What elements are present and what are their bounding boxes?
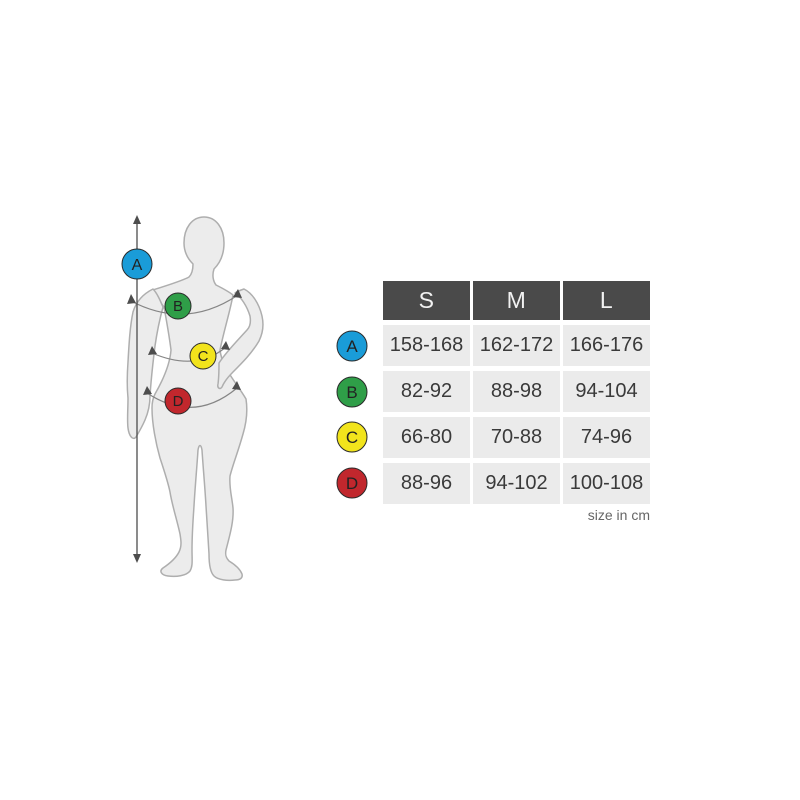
- body-marker-c-letter: C: [198, 348, 209, 365]
- waist-arc-arrow-right-icon: [221, 341, 230, 350]
- cell-waist-s: 66-80: [383, 417, 470, 458]
- body-marker-b: [164, 292, 192, 320]
- body-marker-d: [164, 387, 192, 415]
- cell-height-m: 162-172: [473, 325, 560, 366]
- body-marker-a-letter: A: [132, 257, 143, 274]
- legend-marker-d-letter: D: [346, 474, 358, 493]
- legend-marker-b: [336, 376, 368, 408]
- hip-arc: [146, 387, 238, 408]
- size-table: S M L 158-168 162-172 166-176 82-92 88-9…: [383, 281, 650, 504]
- column-header-m: M: [473, 281, 560, 320]
- body-marker-d-letter: D: [173, 393, 184, 410]
- body-marker-letters: A B C D: [132, 257, 209, 410]
- legend-markers: [336, 330, 368, 499]
- body-marker-a: [121, 248, 153, 280]
- arc-arrowheads: [127, 289, 242, 395]
- legend-marker-a: [336, 330, 368, 362]
- body-marker-b-letter: B: [173, 298, 183, 315]
- legend-marker-c-letter: C: [346, 428, 358, 447]
- height-arrow-top-icon: [133, 215, 141, 224]
- bust-arc-arrow-left-icon: [127, 294, 136, 304]
- height-arrow-bottom-icon: [133, 554, 141, 563]
- body-markers: [121, 248, 217, 415]
- legend-marker-c: [336, 421, 368, 453]
- waist-arc-arrow-left-icon: [148, 346, 157, 355]
- cell-height-l: 166-176: [563, 325, 650, 366]
- hip-arc-arrow-left-icon: [143, 386, 152, 395]
- column-header-s: S: [383, 281, 470, 320]
- legend-marker-letters: A B C D: [346, 337, 358, 493]
- body-marker-c: [189, 342, 217, 370]
- cell-bust-s: 82-92: [383, 371, 470, 412]
- legend-marker-b-letter: B: [346, 383, 357, 402]
- body-right-arm: [217, 288, 264, 390]
- column-header-l: L: [563, 281, 650, 320]
- legend-marker-d: [336, 467, 368, 499]
- size-unit-note: size in cm: [587, 507, 650, 523]
- cell-hip-m: 94-102: [473, 463, 560, 504]
- hip-arc-arrow-right-icon: [232, 381, 241, 390]
- cell-waist-m: 70-88: [473, 417, 560, 458]
- cell-bust-l: 94-104: [563, 371, 650, 412]
- cell-bust-m: 88-98: [473, 371, 560, 412]
- cell-waist-l: 74-96: [563, 417, 650, 458]
- cell-hip-l: 100-108: [563, 463, 650, 504]
- legend-marker-a-letter: A: [346, 337, 358, 356]
- cell-hip-s: 88-96: [383, 463, 470, 504]
- cell-height-s: 158-168: [383, 325, 470, 366]
- body-left-arm: [126, 288, 164, 440]
- bust-arc-arrow-right-icon: [233, 289, 242, 298]
